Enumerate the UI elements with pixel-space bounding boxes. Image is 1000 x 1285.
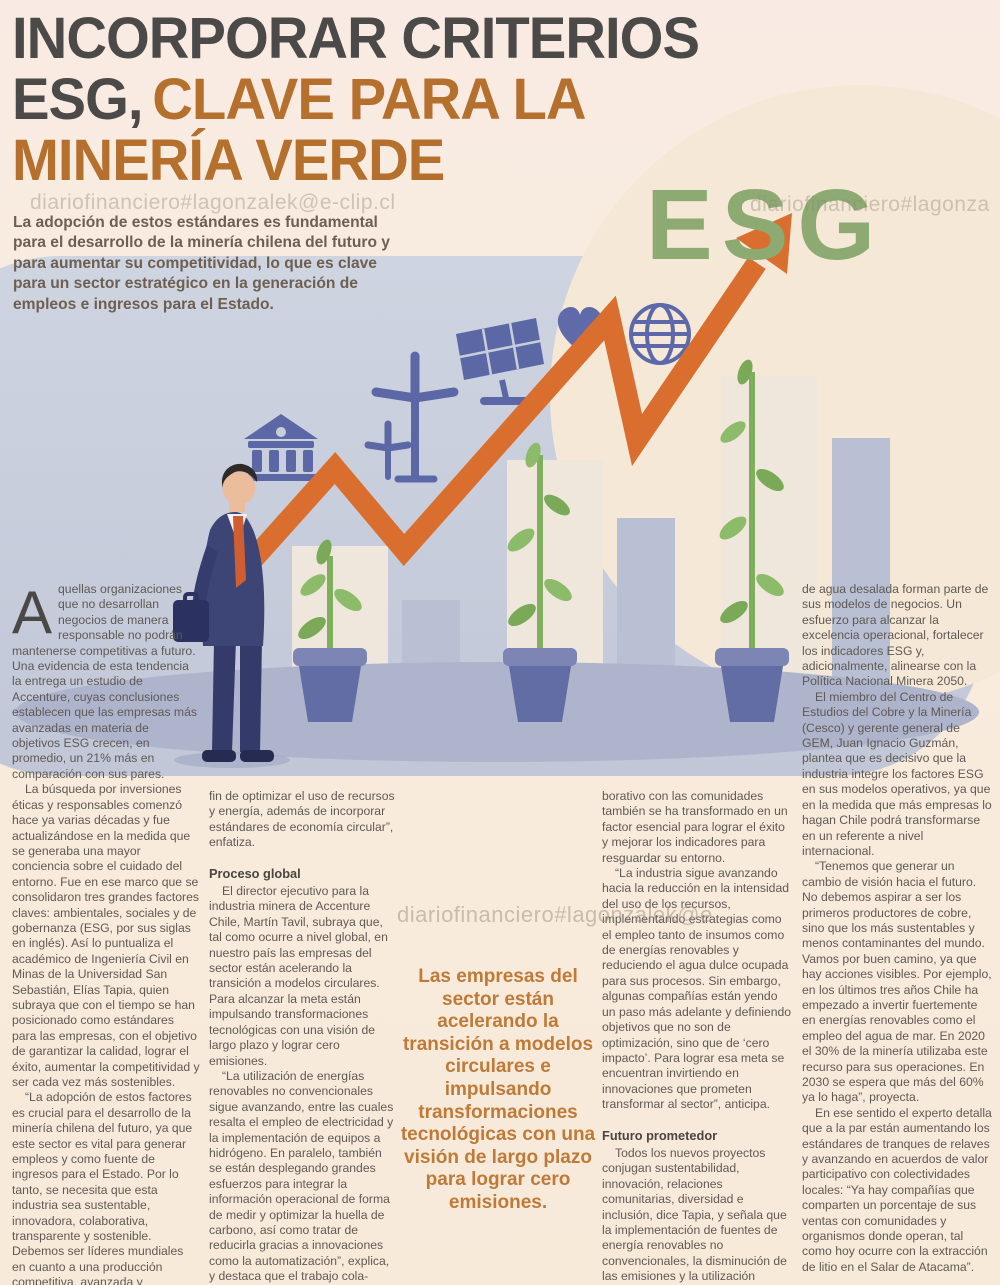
paragraph: En ese sentido el experto detalla que a … — [802, 1105, 992, 1274]
paragraph: “La utilización de energías renovables n… — [209, 1068, 394, 1284]
paragraph: borativo con las comunidades también se … — [602, 789, 788, 865]
paragraph: de agua desalada forman parte de sus mod… — [802, 582, 989, 689]
bank-icon — [244, 414, 318, 481]
esg-label: ESG — [646, 169, 885, 281]
potted-plant-medium — [503, 442, 577, 722]
globe-icon — [629, 303, 691, 365]
paragraph: El miembro del Centro de Estudios del Co… — [802, 689, 992, 858]
growth-arrow — [189, 213, 792, 630]
paragraph: “La industria sigue avanzando hacia la r… — [602, 866, 792, 1112]
paragraph-text: quellas organizaciones que no desarrolla… — [12, 582, 197, 781]
paragraph: La búsqueda por inversiones éticas y res… — [12, 782, 200, 1089]
paragraph: “Tenemos que generar un cambio de visión… — [802, 859, 992, 1105]
potted-plant-small — [293, 539, 367, 722]
article-column-5: de agua desalada forman parte de sus mod… — [802, 582, 994, 1275]
article-column-2: fin de optimizar el uso de recursos y en… — [209, 789, 397, 1285]
drop-cap: A — [12, 579, 53, 646]
headline-line2-dark: ESG, — [12, 67, 144, 132]
headline-line3: MINERÍA VERDE — [12, 128, 445, 193]
paragraph: fin de optimizar el uso de recursos y en… — [209, 789, 395, 850]
subhead-futuro-prometedor: Futuro prometedor — [602, 1127, 718, 1143]
potted-plant-large — [715, 359, 789, 722]
headline: INCORPORAR CRITERIOS ESG, CLAVE PARA LA M… — [12, 8, 720, 191]
pull-quote: Las empresas del sector están acelerando… — [400, 966, 596, 1213]
headline-line1: INCORPORAR CRITERIOS — [12, 6, 700, 71]
solar-panel-icon — [456, 318, 544, 405]
businessman — [173, 463, 290, 768]
paragraph: “La adopción de estos factores es crucia… — [12, 1090, 193, 1285]
subhead-proceso-global: Proceso global — [209, 865, 301, 881]
wind-turbine-icon — [364, 351, 459, 483]
headline-line2-accent: CLAVE PARA LA — [152, 67, 586, 132]
paragraph: El director ejecutivo para la industria … — [209, 884, 388, 1068]
paragraph: Todos los nuevos proyectos conjugan sust… — [602, 1145, 787, 1284]
lead-paragraph: La adopción de estos estándares es funda… — [13, 214, 390, 313]
article-column-4: borativo con las comunidades también se … — [602, 789, 792, 1285]
